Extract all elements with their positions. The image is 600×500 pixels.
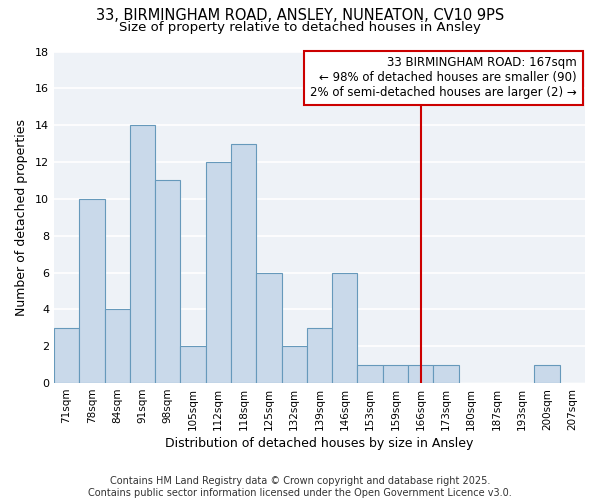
Text: 33 BIRMINGHAM ROAD: 167sqm
← 98% of detached houses are smaller (90)
2% of semi-: 33 BIRMINGHAM ROAD: 167sqm ← 98% of deta… [310, 56, 577, 100]
Bar [104, 310, 130, 383]
Bar [383, 364, 408, 383]
Text: 33, BIRMINGHAM ROAD, ANSLEY, NUNEATON, CV10 9PS: 33, BIRMINGHAM ROAD, ANSLEY, NUNEATON, C… [96, 8, 504, 22]
Bar [206, 162, 231, 383]
Y-axis label: Number of detached properties: Number of detached properties [15, 119, 28, 316]
Bar [358, 364, 383, 383]
Bar [181, 346, 206, 383]
Bar [155, 180, 181, 383]
Bar [408, 364, 433, 383]
Bar [535, 364, 560, 383]
Bar [256, 272, 281, 383]
Bar [332, 272, 358, 383]
Bar [54, 328, 79, 383]
Bar [231, 144, 256, 383]
X-axis label: Distribution of detached houses by size in Ansley: Distribution of detached houses by size … [165, 437, 473, 450]
Bar [433, 364, 458, 383]
Bar [281, 346, 307, 383]
Bar [307, 328, 332, 383]
Text: Size of property relative to detached houses in Ansley: Size of property relative to detached ho… [119, 21, 481, 34]
Text: Contains HM Land Registry data © Crown copyright and database right 2025.
Contai: Contains HM Land Registry data © Crown c… [88, 476, 512, 498]
Bar [79, 199, 104, 383]
Bar [130, 125, 155, 383]
